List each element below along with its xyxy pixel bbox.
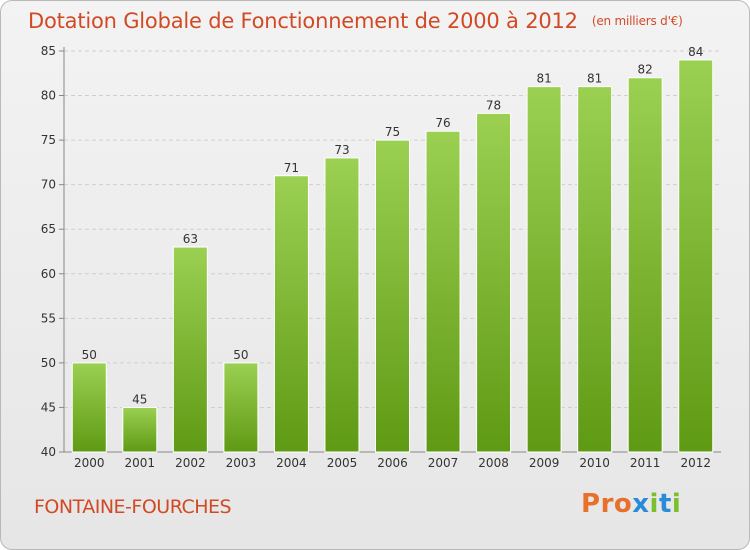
bar-2004[interactable] [273,175,309,453]
bar-2005[interactable] [324,157,360,453]
logo-letter: t [658,489,672,519]
y-tick-label: 65 [41,222,56,236]
bar-2012[interactable] [678,59,714,453]
chart-title: Dotation Globale de Fonctionnement de 20… [28,9,683,33]
value-label-2006: 75 [385,125,400,139]
x-tick-label-2011: 2011 [630,456,661,470]
logo-letter: i [671,489,682,519]
x-tick-label-2003: 2003 [226,456,257,470]
x-tick-label-2007: 2007 [428,456,459,470]
y-tick-label: 60 [41,267,56,281]
y-tick-label: 80 [41,89,56,103]
bar-2008[interactable] [476,112,512,453]
y-tick-label: 45 [41,400,56,414]
x-tick-label-2010: 2010 [579,456,610,470]
x-tick-label-2008: 2008 [478,456,509,470]
x-tick-label-2004: 2004 [276,456,307,470]
value-label-2011: 82 [638,63,653,77]
y-tick-label: 75 [41,133,56,147]
proxiti-logo[interactable]: Proxiti [581,489,691,521]
bar-2001[interactable] [122,406,158,453]
x-tick-label-2012: 2012 [680,456,711,470]
y-tick-label: 50 [41,356,56,370]
x-tick-label-2001: 2001 [125,456,156,470]
x-tick-label-2006: 2006 [377,456,408,470]
logo-letter: x [632,489,650,519]
x-tick-label-2005: 2005 [327,456,358,470]
y-tick-label: 40 [41,445,56,459]
value-label-2009: 81 [536,72,551,86]
value-label-2012: 84 [688,45,703,59]
bar-2011[interactable] [627,77,663,453]
bar-2006[interactable] [375,139,410,453]
value-label-2002: 63 [183,232,198,246]
bar-2009[interactable] [526,86,562,453]
bars [71,59,714,453]
bar-2002[interactable] [172,246,208,453]
labels: 40 45 50 55 60 65 70 75 80 85 50 2000 45 2001 63 2002 50… [41,44,711,470]
chart-title-text: Dotation Globale de Fonctionnement de 20… [28,9,578,33]
bar-2010[interactable] [577,86,613,453]
value-label-2008: 78 [486,98,501,112]
bar-2007[interactable] [425,130,461,453]
x-tick-label-2009: 2009 [529,456,560,470]
y-tick-label: 70 [41,178,56,192]
value-label-2004: 71 [284,161,299,175]
logo-letter: o [613,489,633,519]
bar-2003[interactable] [223,362,259,453]
logo-letter: i [649,489,659,519]
value-label-2007: 76 [435,116,450,130]
y-tick-label: 85 [41,44,56,58]
value-label-2003: 50 [233,348,248,362]
value-label-2001: 45 [132,392,147,406]
logo-letter: P [581,489,601,519]
x-tick-label-2000: 2000 [74,456,105,470]
y-tick-label: 55 [41,311,56,325]
city-name: FONTAINE-FOURCHES [34,496,232,518]
x-tick-label-2002: 2002 [175,456,206,470]
bar-2000[interactable] [71,362,107,453]
value-label-2010: 81 [587,72,602,86]
value-label-2000: 50 [82,348,97,362]
value-label-2005: 73 [334,143,349,157]
logo-letter: r [600,489,614,519]
chart-unit: (en milliers d'€) [591,14,683,28]
